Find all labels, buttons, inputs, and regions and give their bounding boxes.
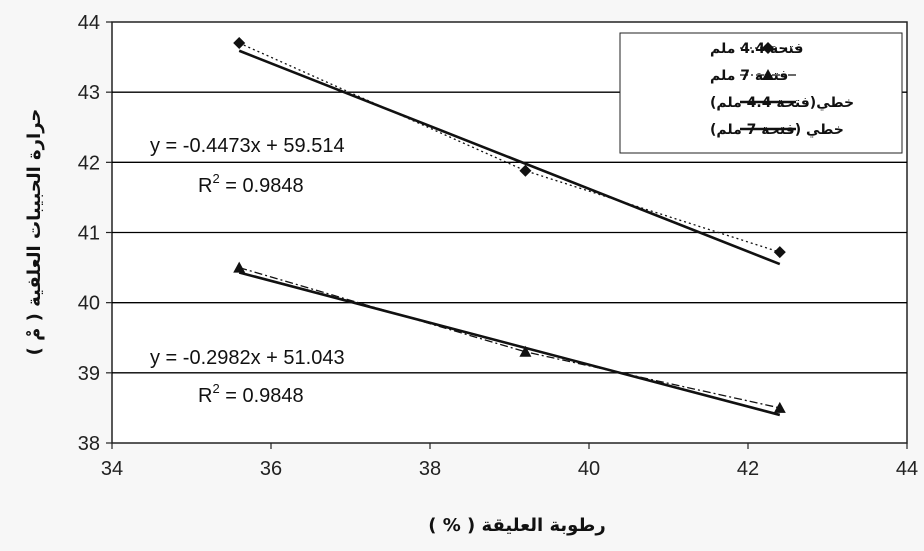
y-tick-label: 39 [78,363,100,385]
series-1 [233,37,786,259]
y-tick-label: 44 [78,12,100,34]
annotation-equation-2: y = -0.2982x + 51.043 [150,347,345,369]
series-2 [233,261,786,413]
legend-label: خطي (فتحة 7 ملم) [710,122,844,138]
data-point [773,246,786,259]
x-tick-label: 44 [896,458,918,480]
legend-label: فتحة 4.4 ملم [710,41,803,57]
legend: فتحة 4.4 ملم فتحة 7 ملم خطي(فتحة 4.4 ملم) خ… [619,32,903,154]
data-point [773,401,786,413]
data-point [519,164,532,177]
series-line [238,49,781,266]
annotation-r2-2: R2 = 0.9848 [198,381,304,407]
series-line [238,42,780,253]
y-tick-label: 41 [78,223,100,245]
series-4 [238,271,781,417]
series-line [238,271,781,417]
legend-marker [762,69,774,80]
annotation-equation-1: y = -0.4473x + 59.514 [150,135,345,157]
x-tick-label: 38 [419,458,441,480]
legend-label: خطي(فتحة 4.4 ملم) [710,95,854,111]
series-line [239,266,780,409]
annotation-r2-1: R2 = 0.9848 [198,171,304,197]
legend-box [619,32,903,154]
x-axis-title: رطوبة العليقة ( % ) [428,515,606,536]
data-point [233,37,246,50]
data-point [519,345,532,357]
y-axis-title: حرارة الحبيبات العلفية ( مْ ) [24,109,45,356]
y-tick-label: 38 [78,433,100,455]
x-tick-label: 36 [260,458,282,480]
legend-label: فتحة 7 ملم [710,68,788,84]
tick-labels: 38 39 40 41 42 43 44 34 36 38 40 42 44 [78,12,918,480]
y-tick-label: 43 [78,82,100,104]
y-tick-label: 40 [78,293,100,315]
legend-marker [762,42,774,54]
series-group [233,37,786,417]
y-tick-label: 42 [78,152,100,174]
data-point [233,261,246,273]
series-3 [238,49,781,266]
x-tick-label: 34 [101,458,123,480]
x-tick-label: 40 [578,458,600,480]
x-tick-label: 42 [737,458,759,480]
